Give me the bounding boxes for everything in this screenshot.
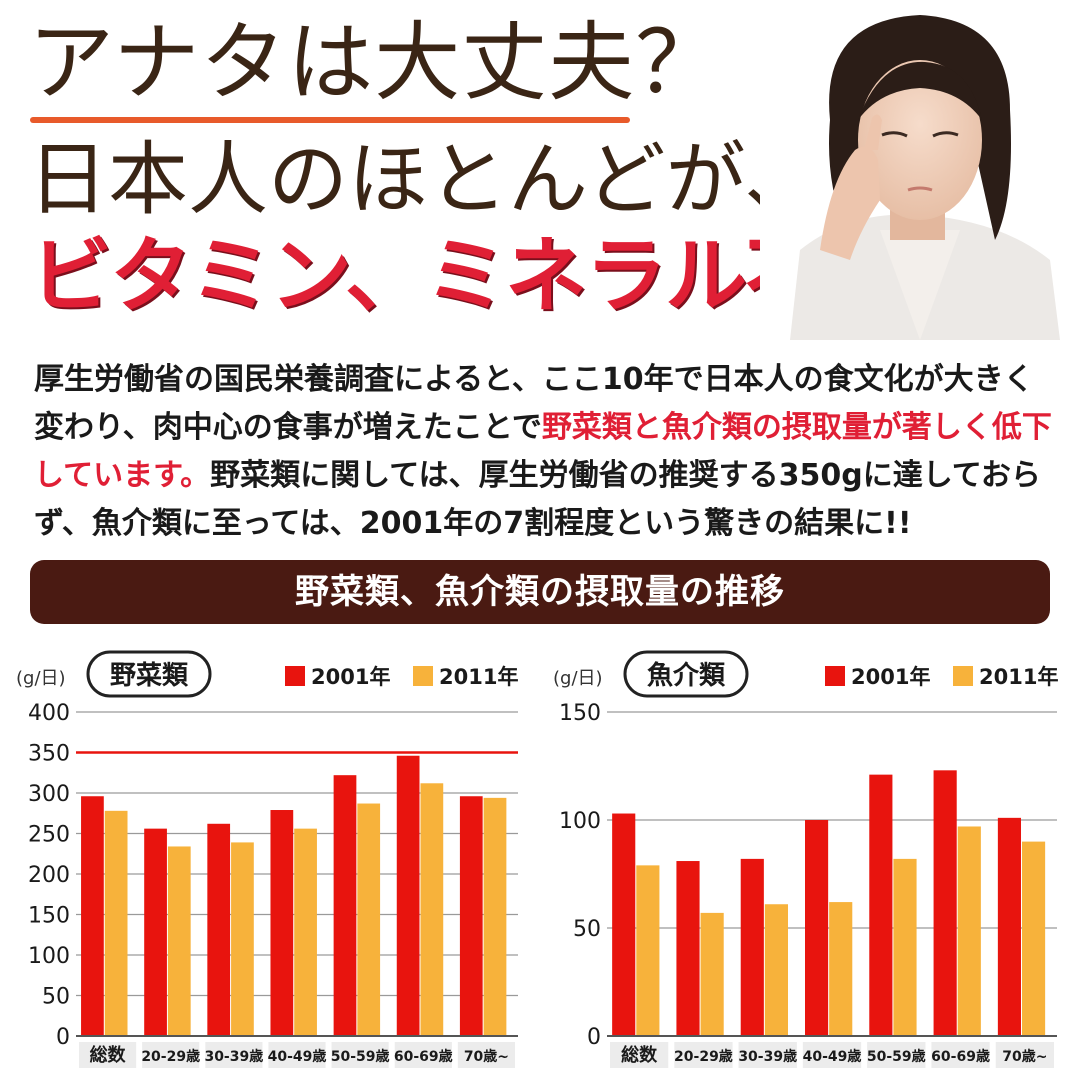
bar-0-0: [612, 813, 636, 1036]
headline-question: アナタは大丈夫？: [28, 13, 723, 113]
y-tick-label: 100: [559, 809, 601, 834]
bar-0-2: [740, 858, 764, 1036]
bar-0-6: [997, 817, 1021, 1036]
bar-0-4: [869, 774, 893, 1036]
bar-1-0: [636, 865, 660, 1036]
y-tick-label: 50: [42, 985, 70, 1010]
intro-text-2: 野菜類に関しては、厚生労働省の推奨する350gに達しておらず、魚介類に至っては、…: [34, 458, 1041, 541]
category-label-bg: [457, 1042, 515, 1068]
y-tick-label: 150: [559, 701, 601, 726]
bar-1-6: [1022, 841, 1046, 1036]
legend-label-0: 2001年: [311, 665, 390, 689]
intro-text-1: 厚生労働省の国民栄養調査によると、ここ10年で日本人の食文化が大きく変わり、肉中…: [34, 362, 1034, 445]
bar-0-1: [144, 828, 167, 1036]
bar-1-0: [104, 810, 128, 1036]
category-label: 40-49歳: [268, 1048, 327, 1065]
y-tick-label: 150: [28, 904, 70, 929]
category-label: 70歳~: [464, 1048, 509, 1065]
legend-swatch-1: [413, 666, 433, 686]
legend-swatch-1: [953, 666, 973, 686]
y-tick-label: 300: [28, 782, 70, 807]
category-label-bg: [867, 1042, 926, 1068]
intro-highlight: 野菜類と魚介類の摂取量が著しく低下しています。: [34, 410, 1052, 493]
bar-0-2: [207, 823, 231, 1036]
bar-0-4: [333, 775, 357, 1036]
bar-1-1: [167, 846, 191, 1036]
bar-0-6: [459, 796, 483, 1036]
bar-1-5: [957, 826, 981, 1036]
category-label-bg: [394, 1042, 452, 1068]
legend-swatch-0: [825, 666, 845, 686]
y-tick-label: 350: [28, 742, 70, 767]
y-tick-label: 100: [28, 944, 70, 969]
vegetable-chart: 野菜類 (g/日) 2001年 2011年 0 50 100 150 200 250 300 350 4…: [0, 640, 530, 1084]
bar-1-4: [357, 803, 381, 1036]
chart-title: 魚介類: [647, 660, 726, 691]
category-label-bg: [79, 1042, 137, 1068]
bar-1-4: [893, 858, 917, 1036]
category-label: 50-59歳: [331, 1048, 390, 1065]
bar-0-1: [676, 861, 700, 1036]
bar-0-3: [805, 820, 829, 1036]
category-label: 60-69歳: [394, 1048, 453, 1065]
y-tick-label: 400: [28, 701, 70, 726]
y-tick-label: 0: [587, 1025, 601, 1050]
y-axis-unit: (g/日): [553, 668, 603, 689]
section-banner: 野菜類、魚介類の摂取量の推移: [30, 560, 1050, 624]
bar-1-6: [483, 797, 507, 1036]
chart-title-pill: [623, 650, 749, 698]
chart-title-pill: [86, 650, 212, 698]
y-tick-label: 200: [28, 863, 70, 888]
y-tick-label: 0: [56, 1025, 70, 1050]
bar-0-5: [396, 755, 420, 1036]
category-label-bg: [331, 1042, 389, 1068]
bar-1-2: [764, 904, 788, 1036]
bar-0-5: [933, 770, 957, 1036]
legend-label-1: 2011年: [979, 665, 1058, 689]
bar-1-5: [420, 783, 444, 1036]
category-label: 総数: [621, 1044, 658, 1066]
y-tick-label: 50: [573, 917, 601, 942]
category-label-bg: [674, 1042, 733, 1068]
category-label: 60-69歳: [931, 1048, 990, 1065]
bar-1-3: [294, 828, 317, 1036]
category-label: 70歳~: [1002, 1048, 1047, 1065]
woman-photo: [760, 0, 1080, 340]
bar-1-2: [231, 842, 254, 1036]
category-label: 30-39歳: [738, 1048, 797, 1065]
category-label-bg: [995, 1042, 1054, 1068]
category-label: 30-39歳: [204, 1048, 263, 1065]
intro-paragraph: 厚生労働省の国民栄養調査によると、ここ10年で日本人の食文化が大きく変わり、肉中…: [34, 356, 1054, 548]
category-label-bg: [802, 1042, 862, 1068]
category-label-bg: [205, 1042, 263, 1068]
category-label-bg: [610, 1042, 669, 1068]
bar-0-0: [81, 796, 104, 1036]
category-label: 総数: [90, 1044, 127, 1066]
category-label: 40-49歳: [803, 1048, 862, 1065]
headline-subtitle: 日本人のほとんどが、: [28, 133, 824, 226]
seafood-chart: 魚介類 (g/日) 2001年 2011年 0 50 100 150 総数 20-29歳 30-39…: [545, 640, 1075, 1084]
legend-swatch-0: [285, 666, 305, 686]
category-label: 20-29歳: [674, 1048, 733, 1065]
chart-title: 野菜類: [110, 661, 189, 691]
category-label: 50-59歳: [867, 1048, 926, 1065]
category-label-bg: [142, 1042, 200, 1068]
bar-1-3: [829, 902, 853, 1036]
y-tick-label: 250: [28, 823, 70, 848]
headline-underline: [30, 117, 630, 123]
y-axis-unit: (g/日): [16, 668, 66, 689]
legend-label-1: 2011年: [439, 665, 518, 689]
category-label-bg: [738, 1042, 797, 1068]
legend-label-0: 2001年: [851, 665, 930, 689]
bar-0-3: [270, 810, 294, 1036]
bar-1-1: [700, 912, 724, 1036]
category-label: 20-29歳: [141, 1048, 200, 1065]
category-label-bg: [931, 1042, 990, 1068]
category-label-bg: [268, 1042, 326, 1068]
